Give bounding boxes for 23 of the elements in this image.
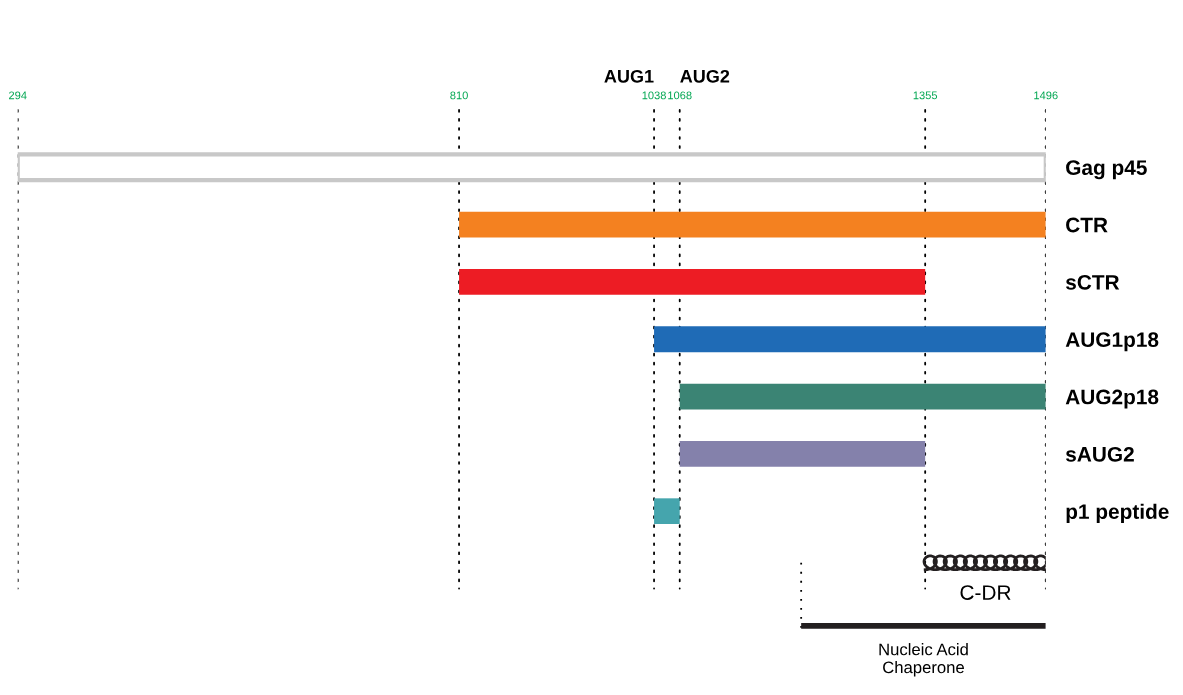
y-tick-label: sAUG2 (1065, 446, 1134, 462)
bar (679, 383, 1046, 410)
x-tick-label: 1355 (913, 91, 938, 100)
x-tick-label: 810 (450, 91, 468, 100)
y-tick-label: Gag p45 (1066, 160, 1147, 180)
bar (654, 326, 1046, 353)
bar (459, 211, 1046, 238)
x-tick-label: 294 (9, 91, 27, 100)
y-tick-label: CTR (1066, 217, 1108, 233)
bar (679, 441, 926, 467)
annotation: Nucleic Acid Chaperone (879, 643, 968, 677)
text: AUG1 (604, 69, 654, 83)
y-tick-label: AUG2p18 (1065, 389, 1159, 409)
x-tick-label: 1038 (642, 91, 666, 100)
annotation: C-DR (960, 585, 1011, 600)
bar (654, 498, 680, 525)
x-tick-label: 1068 (668, 91, 692, 100)
text: AUG2 (680, 69, 730, 83)
bar (459, 269, 926, 295)
y-tick-label: AUG1p18 (1065, 332, 1159, 352)
x-tick-label: 1496 (1034, 91, 1058, 100)
y-tick-label: sCTR (1065, 274, 1120, 290)
y-tick-label: p1 peptide (1066, 503, 1169, 524)
